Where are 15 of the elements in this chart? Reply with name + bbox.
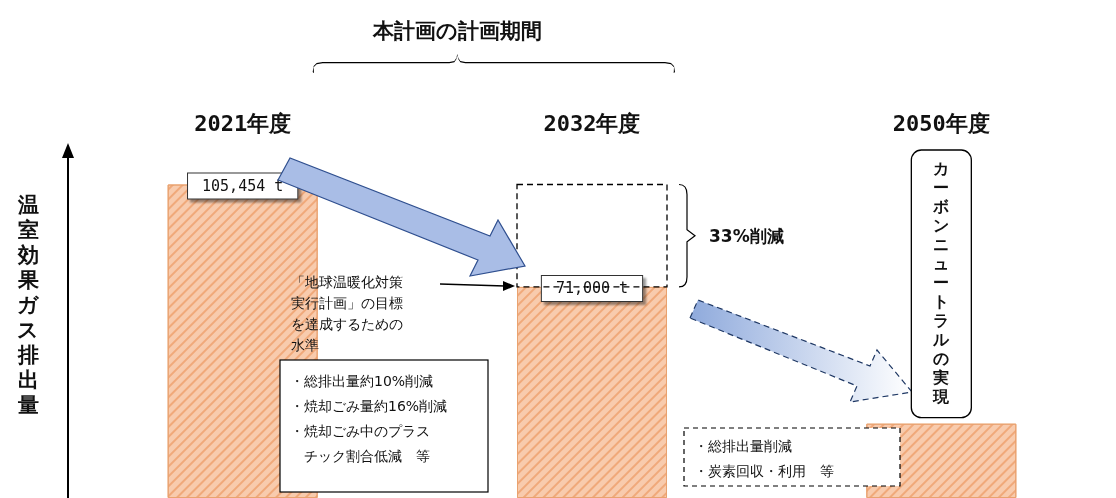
annotation: 「地球温暖化対策実行計画」の目標を達成するための水準 xyxy=(290,274,403,353)
annotation: ・炭素回収・利用 等 xyxy=(694,463,834,479)
text: 温室効果ガス排出量 xyxy=(17,193,39,417)
text: カーボンニュートラルの実現 xyxy=(933,159,950,406)
annotation: ・総排出量約10%削減 xyxy=(290,373,434,389)
chart-title: 本計画の計画期間 xyxy=(371,19,542,43)
annotation: ・焼却ごみ中のプラスチック割合低減 等 xyxy=(290,423,430,464)
data-label: 71,000 t xyxy=(555,279,629,298)
x-tick-label: 2032年度 xyxy=(543,110,641,136)
annotation: 33%削減 xyxy=(709,225,784,246)
annotation: ・総排出量削減 xyxy=(694,438,792,454)
annotation: ・焼却ごみ量約16%削減 xyxy=(290,398,448,414)
x-tick-label: 2050年度 xyxy=(892,110,990,136)
x-tick-label: 2021年度 xyxy=(194,110,292,136)
data-label: 105,454 t xyxy=(202,176,284,195)
